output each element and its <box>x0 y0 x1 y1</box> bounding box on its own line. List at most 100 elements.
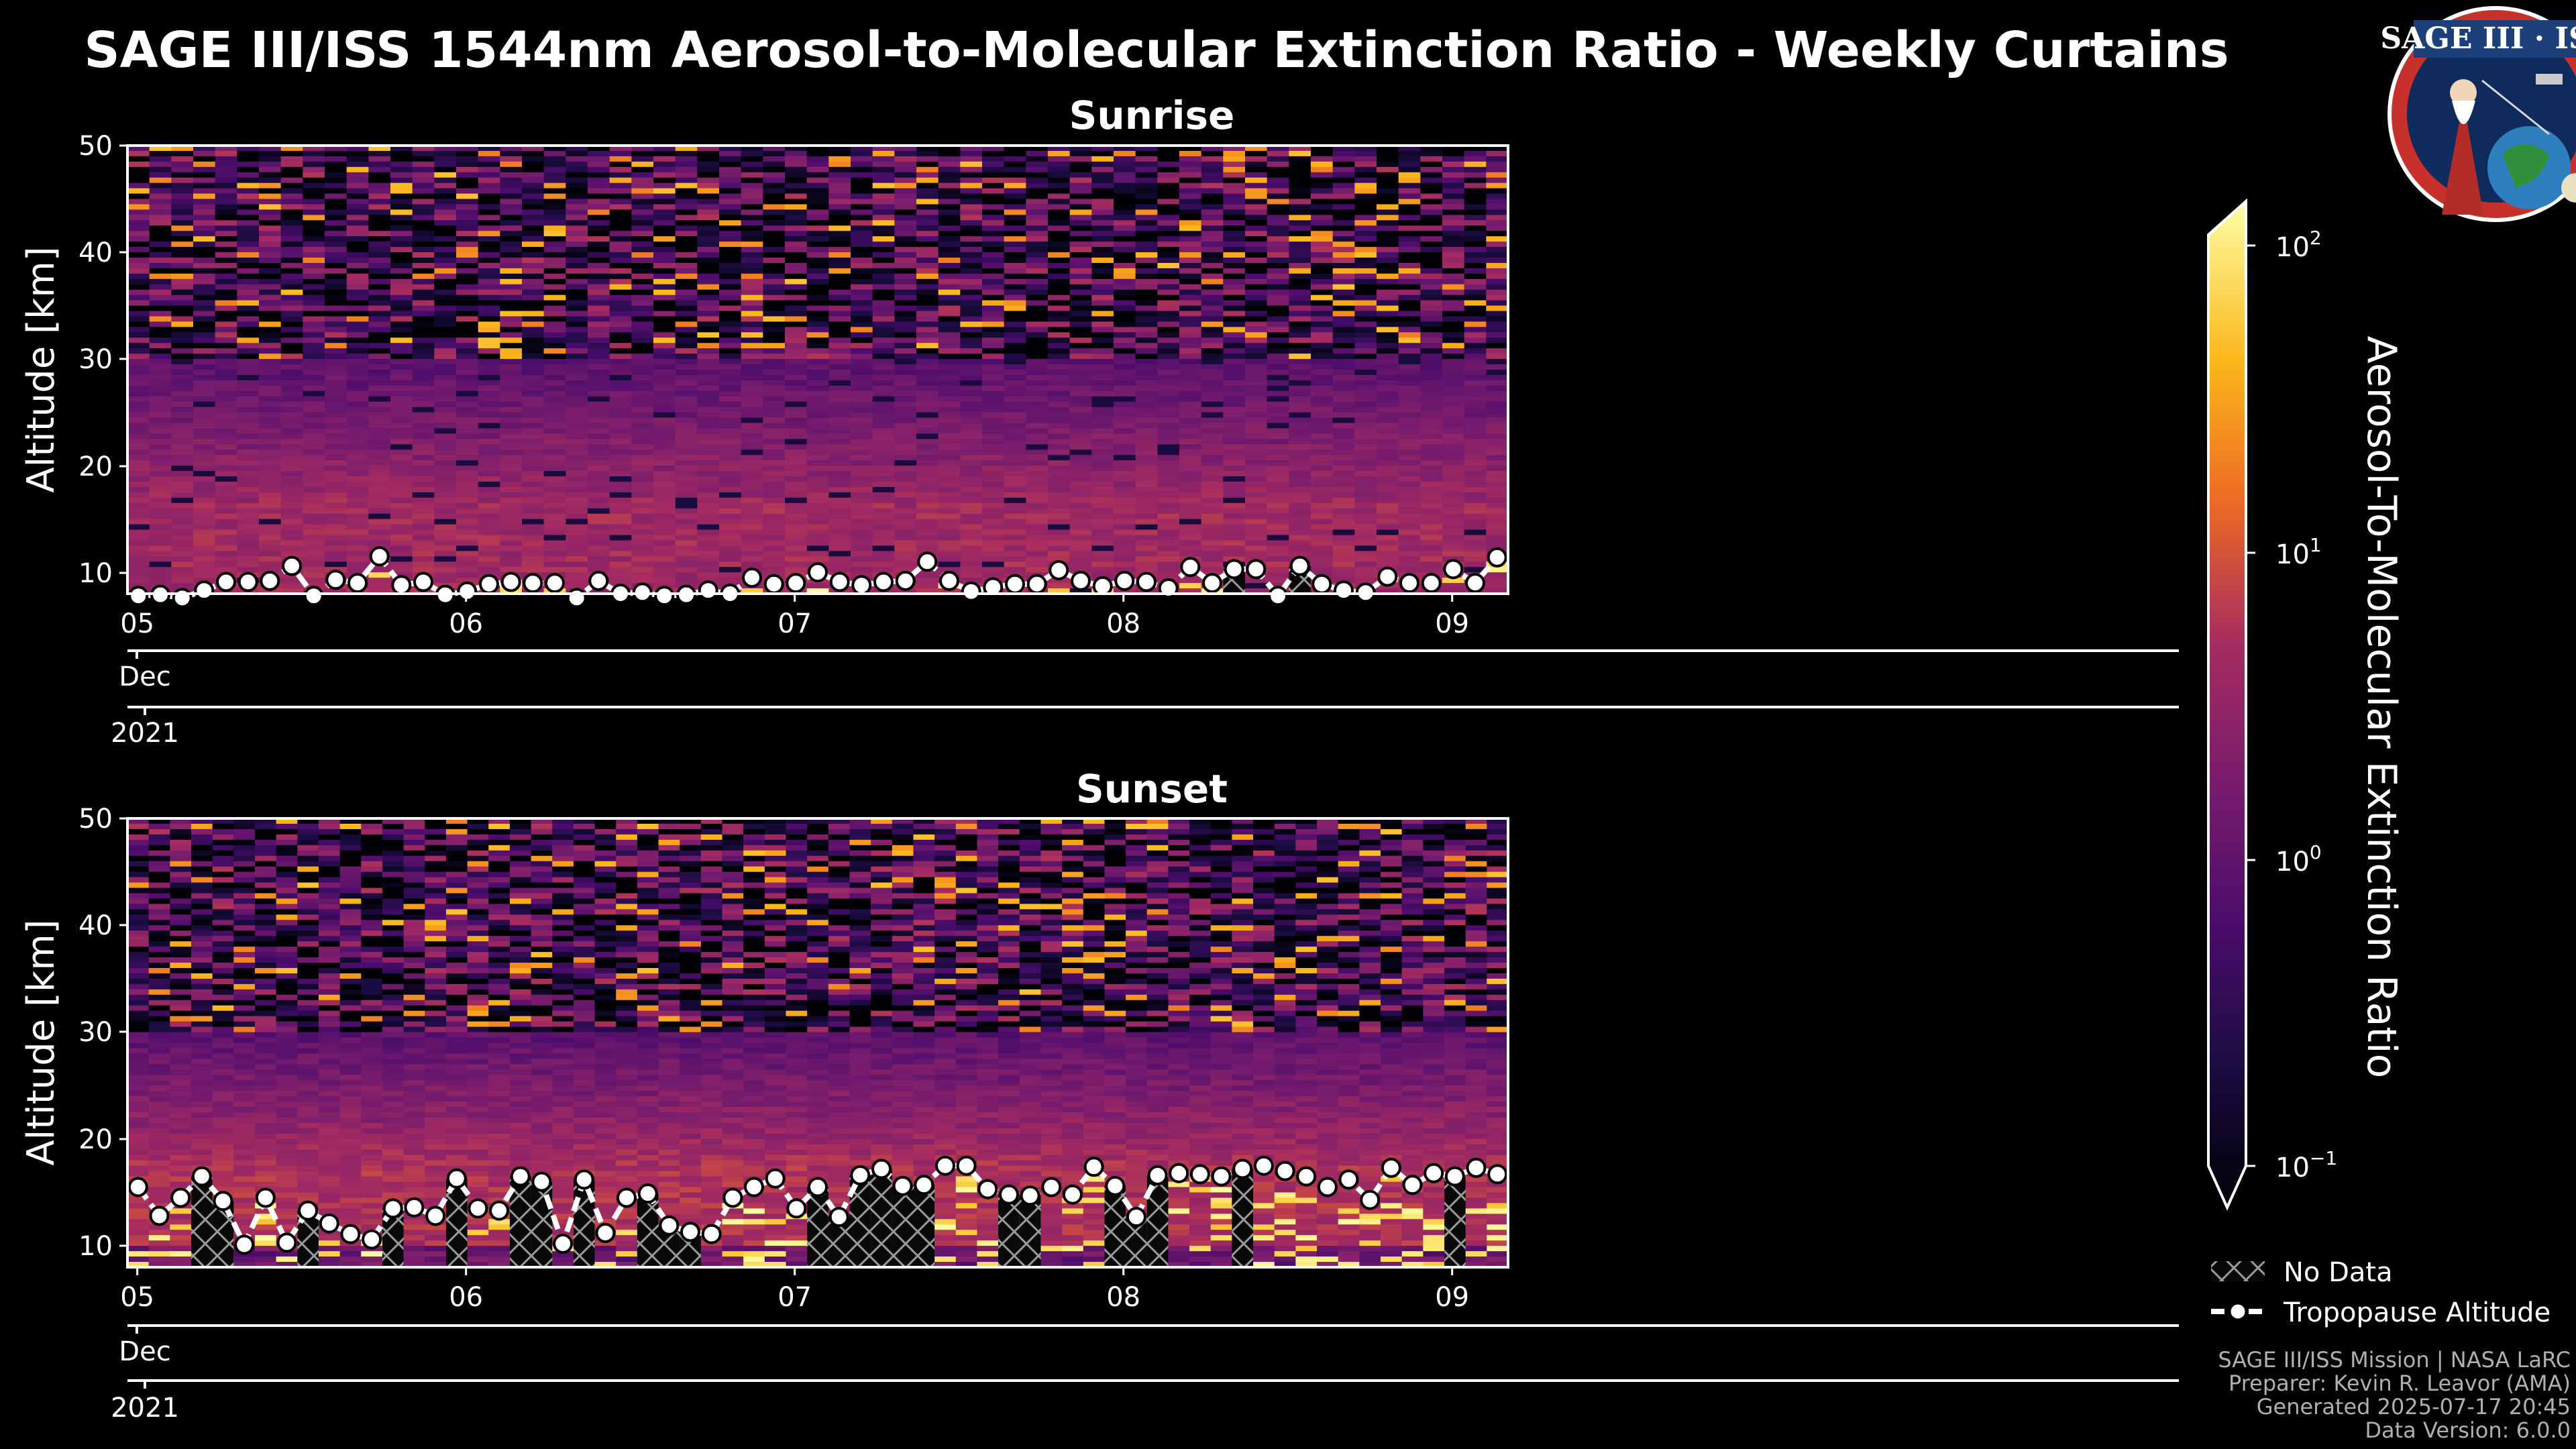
sunrise-cell <box>1223 294 1246 301</box>
sunrise-cell <box>1332 241 1355 248</box>
sunrise-cell <box>1069 519 1092 525</box>
sunrise-cell <box>785 316 808 323</box>
sunrise-cell <box>675 423 698 429</box>
sunrise-cell <box>1311 359 1334 365</box>
sunrise-cell <box>434 396 457 402</box>
sunrise-cell <box>653 305 676 312</box>
sunrise-cell <box>828 401 851 408</box>
sunrise-cell <box>478 268 500 274</box>
sunrise-cell <box>346 380 369 386</box>
sunrise-cell <box>456 252 479 258</box>
sunrise-cell <box>171 220 194 226</box>
sunrise-cell <box>872 300 895 307</box>
sunrise-cell <box>1157 188 1180 195</box>
sunrise-cell <box>741 273 763 280</box>
sunrise-cell <box>1311 412 1334 419</box>
sunrise-cell <box>828 258 851 264</box>
sunrise-cell <box>785 466 808 472</box>
sunrise-cell <box>828 466 851 472</box>
sunrise-cell <box>1004 540 1026 547</box>
sunrise-cell <box>1420 146 1443 152</box>
sunrise-cell <box>522 540 545 547</box>
sunrise-cell <box>785 359 808 365</box>
sunrise-cell <box>741 428 763 435</box>
sunrise-cell <box>566 204 588 211</box>
sunrise-cell <box>653 289 676 296</box>
sunrise-cell <box>982 156 1005 162</box>
sunrise-cell <box>785 311 808 317</box>
sunrise-cell <box>566 262 588 269</box>
sunrise-cell <box>171 390 194 397</box>
sunrise-cell <box>478 380 500 386</box>
sunrise-cell <box>280 492 303 498</box>
sunrise-cell <box>434 524 457 531</box>
sunrise-cell <box>171 540 194 547</box>
sunrise-cell <box>653 332 676 338</box>
sunrise-cell <box>237 396 260 402</box>
sunrise-cell <box>609 545 632 551</box>
sunrise-cell <box>1201 567 1224 573</box>
sunrise-cell <box>1311 327 1334 333</box>
sunrise-cell <box>938 513 961 520</box>
sunrise-cell <box>763 354 786 360</box>
sunrise-cell <box>566 428 588 435</box>
sunrise-cell <box>522 524 545 531</box>
sunrise-cell <box>1091 343 1114 349</box>
sunrise-cell <box>1332 439 1355 445</box>
sunrise-cell <box>1026 439 1049 445</box>
sunrise-cell <box>215 252 237 258</box>
sunrise-cell <box>500 401 523 408</box>
sunrise-cell <box>828 209 851 215</box>
sunrise-cell <box>1004 492 1026 498</box>
sunrise-cell <box>872 262 895 269</box>
sunrise-cell <box>1289 161 1311 168</box>
sunrise-cell <box>828 380 851 386</box>
sunrise-cell <box>851 359 873 365</box>
sunrise-cell <box>1135 380 1158 386</box>
sunrise-cell <box>1267 294 1289 301</box>
sunrise-cell <box>719 150 742 157</box>
sunrise-cell <box>237 294 260 301</box>
sunrise-cell <box>1420 215 1443 221</box>
sunrise-cell <box>1354 556 1377 562</box>
sunrise-cell <box>412 150 435 157</box>
sunrise-cell <box>960 502 983 509</box>
sunrise-cell <box>588 497 610 504</box>
sunrise-cell <box>1267 300 1289 307</box>
sunrise-cell <box>456 273 479 280</box>
sunrise-cell <box>566 343 588 349</box>
sunrise-cell <box>631 578 654 584</box>
sunrise-cell <box>719 476 742 482</box>
sunrise-cell <box>872 390 895 397</box>
sunrise-cell <box>543 359 566 365</box>
sunrise-cell <box>741 551 763 557</box>
sunrise-cell <box>500 466 523 472</box>
sunrise-cell <box>522 545 545 551</box>
sunrise-cell <box>478 305 500 312</box>
sunrise-cell <box>609 156 632 162</box>
sunrise-cell <box>609 278 632 285</box>
sunrise-cell <box>588 476 610 482</box>
sunrise-cell <box>1179 321 1202 327</box>
sunrise-cell <box>1114 220 1136 226</box>
sunrise-cell <box>1267 172 1289 178</box>
sunrise-cell <box>1311 241 1334 248</box>
sunrise-cell <box>456 466 479 472</box>
sunrise-cell <box>543 247 566 253</box>
sunrise-cell <box>1245 220 1268 226</box>
sunrise-cell <box>785 166 808 173</box>
sunrise-cell <box>588 161 610 168</box>
sunrise-cell <box>938 455 961 461</box>
sunrise-cell <box>894 486 917 493</box>
sunrise-cell <box>1398 225 1421 231</box>
sunrise-cell <box>1354 545 1377 551</box>
sunrise-cell <box>1114 545 1136 551</box>
sunrise-cell <box>1157 466 1180 472</box>
sunrise-cell <box>785 492 808 498</box>
sunrise-cell <box>1004 161 1026 168</box>
sunrise-cell <box>763 241 786 248</box>
sunrise-cell <box>456 258 479 264</box>
sunrise-cell <box>763 177 786 184</box>
sunrise-cell <box>149 316 172 323</box>
sunrise-cell <box>785 182 808 189</box>
